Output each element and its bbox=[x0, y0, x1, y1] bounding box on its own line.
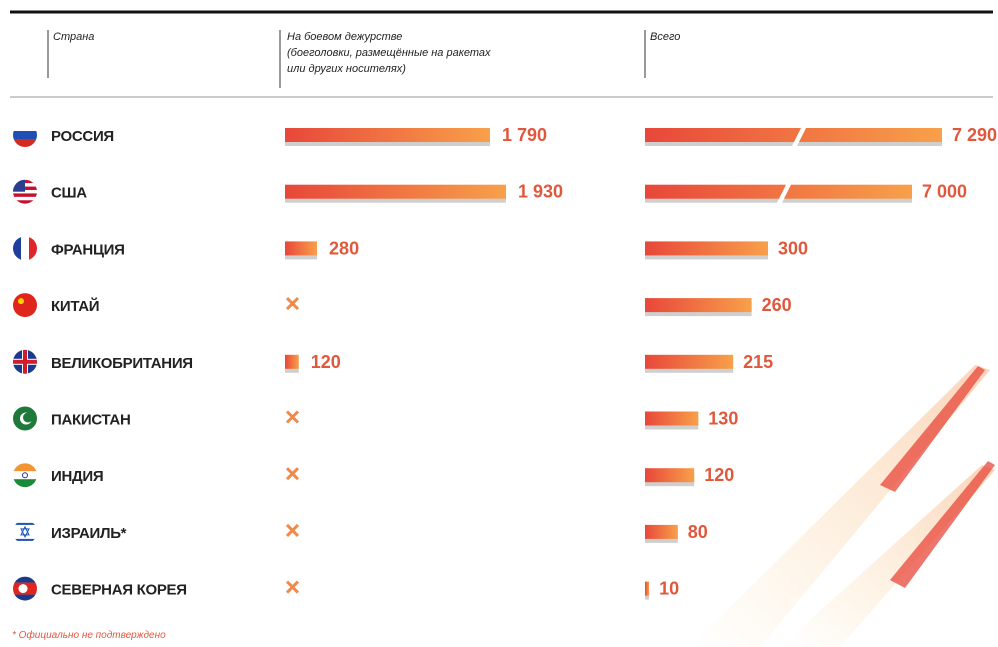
footnote: * Официально не подтверждено bbox=[12, 629, 166, 641]
country-name: РОССИЯ bbox=[51, 128, 114, 145]
flag-part bbox=[22, 472, 28, 479]
flag-part bbox=[13, 293, 37, 318]
country-name: КИТАЙ bbox=[51, 297, 99, 315]
flag bbox=[13, 179, 37, 204]
bar bbox=[285, 128, 490, 142]
flag-part bbox=[13, 594, 37, 601]
flag-part bbox=[13, 131, 37, 140]
flag-part bbox=[13, 196, 37, 201]
flag-part bbox=[13, 123, 37, 132]
flag bbox=[13, 406, 37, 431]
value-label: 80 bbox=[688, 522, 708, 542]
bar bbox=[645, 411, 699, 426]
flag-part bbox=[13, 471, 37, 480]
flag-part bbox=[13, 200, 37, 204]
flag-part bbox=[13, 538, 37, 541]
flag bbox=[13, 576, 37, 601]
flag-part bbox=[23, 349, 27, 374]
rockets-decoration bbox=[690, 365, 995, 647]
country-name: ФРАНЦИЯ bbox=[51, 241, 125, 258]
flag bbox=[13, 349, 37, 374]
country-name: США bbox=[51, 185, 87, 202]
not-deployed-mark bbox=[285, 297, 300, 311]
flag-part bbox=[13, 576, 37, 583]
value-label: 1 790 bbox=[502, 125, 547, 145]
flag-part bbox=[20, 525, 30, 536]
value-label: 130 bbox=[708, 409, 738, 429]
value-label: 1 930 bbox=[518, 182, 563, 202]
country-name: ВЕЛИКОБРИТАНИЯ bbox=[51, 355, 193, 372]
bar bbox=[645, 354, 734, 369]
bar-break bbox=[776, 181, 793, 204]
bar bbox=[645, 184, 912, 199]
bar bbox=[285, 241, 318, 256]
not-deployed-mark bbox=[285, 467, 300, 481]
bar bbox=[645, 128, 942, 142]
bar bbox=[645, 298, 752, 313]
value-label: 120 bbox=[311, 352, 341, 372]
flag-part bbox=[13, 139, 37, 147]
bar bbox=[645, 581, 650, 596]
value-label: 260 bbox=[762, 295, 792, 315]
bar-break bbox=[791, 125, 808, 147]
header-deployed: На боевом дежурстве bbox=[287, 31, 402, 43]
country-name: ИЗРАИЛЬ* bbox=[51, 525, 127, 542]
header-total: Всего bbox=[650, 31, 680, 43]
flag-part bbox=[13, 479, 37, 488]
bar bbox=[285, 184, 506, 199]
flag bbox=[13, 463, 37, 488]
value-label: 280 bbox=[329, 238, 359, 258]
not-deployed-mark bbox=[285, 580, 300, 594]
country-name: ПАКИСТАН bbox=[51, 412, 131, 429]
not-deployed-mark bbox=[285, 410, 300, 424]
bar bbox=[645, 524, 678, 539]
bar bbox=[285, 354, 299, 369]
header-deployed: или других носителях) bbox=[287, 63, 406, 75]
value-label: 10 bbox=[659, 579, 679, 599]
value-label: 215 bbox=[743, 352, 773, 372]
value-label: 7 290 bbox=[952, 125, 997, 145]
value-label: 7 000 bbox=[922, 182, 967, 202]
bar bbox=[645, 468, 695, 483]
value-label: 300 bbox=[778, 238, 808, 258]
flag bbox=[13, 123, 37, 147]
value-label: 120 bbox=[704, 465, 734, 485]
not-deployed-mark bbox=[285, 523, 300, 537]
flag-part bbox=[13, 179, 25, 192]
flag-part bbox=[13, 193, 37, 198]
flag-part bbox=[21, 236, 30, 261]
flag-part bbox=[18, 298, 24, 305]
flag-part bbox=[18, 584, 28, 594]
flag-part bbox=[13, 522, 37, 525]
flag-part bbox=[29, 236, 37, 261]
header-deployed: (боеголовки, размещённые на ракетах bbox=[287, 47, 491, 59]
country-name: ИНДИЯ bbox=[51, 468, 103, 485]
flag-part bbox=[20, 528, 30, 539]
flag bbox=[13, 236, 37, 261]
flag bbox=[13, 293, 37, 318]
country-name: СЕВЕРНАЯ КОРЕЯ bbox=[51, 582, 187, 599]
flag-part bbox=[13, 463, 37, 472]
bar bbox=[645, 241, 768, 256]
flag-part bbox=[13, 189, 37, 194]
header-country: Страна bbox=[53, 31, 94, 43]
flag-part bbox=[23, 412, 33, 423]
flag bbox=[13, 519, 37, 544]
flag-part bbox=[13, 236, 22, 261]
